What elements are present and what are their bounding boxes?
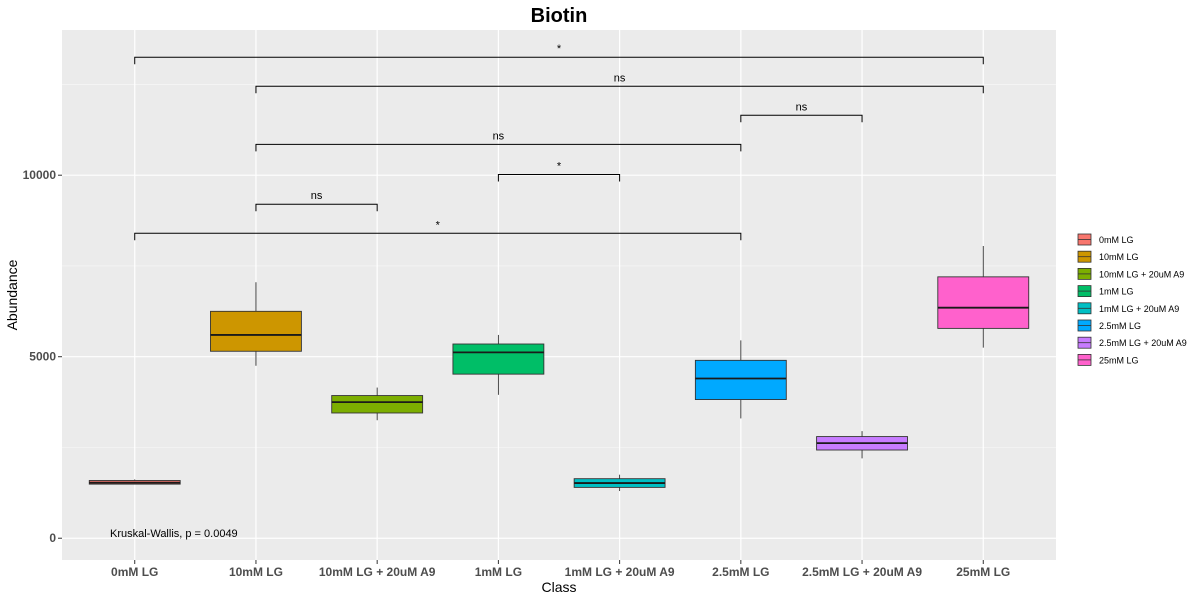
legend-item: 0mM LG	[1077, 233, 1134, 246]
box-body	[452, 343, 545, 375]
y-tick-label: 10000	[23, 168, 57, 182]
legend-label: 25mM LG	[1099, 355, 1139, 365]
x-tick-label: 25mM LG	[956, 565, 1010, 579]
x-tick-label: 1mM LG + 20uM A9	[565, 565, 675, 579]
significance-label: ns	[614, 72, 626, 84]
box-2-5mm-lg-20um-a9	[816, 431, 908, 459]
significance-label: *	[436, 219, 441, 231]
legend-item: 2.5mM LG + 20uM A9	[1077, 336, 1187, 349]
comparison-bracket: ns	[740, 101, 863, 123]
bracket-line	[134, 56, 984, 65]
x-axis-title: Class	[541, 579, 576, 595]
box-body	[937, 276, 1030, 329]
comparison-bracket: ns	[255, 72, 984, 94]
comparison-brackets: * ns ns ns * ns *	[134, 43, 984, 241]
bracket-line	[255, 143, 742, 152]
significance-label: ns	[311, 190, 323, 202]
y-tick-label: 0	[49, 531, 56, 545]
x-tick-label: 10mM LG + 20uM A9	[319, 565, 436, 579]
box-10mm-lg	[210, 282, 302, 366]
legend-label: 1mM LG	[1099, 287, 1134, 297]
legend-item: 2.5mM LG	[1077, 319, 1141, 332]
legend-item: 10mM LG	[1077, 250, 1139, 263]
x-tick-label: 10mM LG	[229, 565, 283, 579]
box-0mm-lg	[88, 479, 181, 485]
kruskal-wallis-annotation: Kruskal-Wallis, p = 0.0049	[110, 528, 238, 540]
y-axis: 0 5000 10000	[23, 168, 62, 545]
significance-label: *	[557, 43, 562, 55]
x-tick-label: 2.5mM LG	[712, 565, 769, 579]
box-10mm-lg-20um-a9	[331, 387, 424, 421]
legend-item: 10mM LG + 20uM A9	[1077, 267, 1184, 280]
box-body	[694, 359, 787, 400]
legend-label: 2.5mM LG + 20uM A9	[1099, 338, 1187, 348]
box-body	[331, 395, 424, 414]
box-1mm-lg	[452, 334, 545, 395]
legend-label: 10mM LG + 20uM A9	[1099, 269, 1184, 279]
bracket-line	[497, 173, 621, 182]
box-body	[210, 310, 302, 352]
comparison-bracket: *	[134, 43, 984, 65]
x-tick-label: 2.5mM LG + 20uM A9	[802, 565, 922, 579]
y-tick-label: 5000	[29, 350, 56, 364]
comparison-bracket: *	[497, 160, 621, 182]
legend-label: 10mM LG	[1099, 252, 1139, 262]
y-axis-title: Abundance	[4, 259, 20, 330]
x-axis: 0mM LG 10mM LG 10mM LG + 20uM A9 1mM LG 1mM …	[111, 560, 1010, 579]
box-series	[88, 245, 1030, 492]
significance-label: ns	[493, 130, 505, 142]
box-1mm-lg-20um-a9	[573, 474, 666, 492]
comparison-bracket: *	[134, 219, 742, 241]
comparison-bracket: ns	[255, 190, 378, 212]
significance-label: ns	[796, 101, 808, 113]
panel-background	[62, 30, 1056, 560]
legend-label: 1mM LG + 20uM A9	[1099, 304, 1179, 314]
bracket-line	[255, 85, 984, 94]
legend-item: 25mM LG	[1077, 353, 1139, 366]
bracket-line	[134, 232, 742, 241]
legend-item: 1mM LG + 20uM A9	[1077, 302, 1179, 315]
box-2-5mm-lg	[694, 340, 787, 419]
legend-item: 1mM LG	[1077, 285, 1134, 298]
chart-title: Biotin	[531, 5, 588, 27]
significance-label: *	[557, 160, 562, 172]
legend: 0mM LG 10mM LG 10mM LG + 20uM A9 1mM LG 1mM …	[1077, 233, 1187, 366]
comparison-bracket: ns	[255, 130, 742, 152]
legend-label: 2.5mM LG	[1099, 321, 1141, 331]
x-tick-label: 1mM LG	[475, 565, 522, 579]
x-tick-label: 0mM LG	[111, 565, 158, 579]
box-25mm-lg	[937, 245, 1030, 348]
legend-label: 0mM LG	[1099, 235, 1134, 245]
bracket-line	[255, 203, 378, 212]
bracket-line	[740, 114, 863, 123]
